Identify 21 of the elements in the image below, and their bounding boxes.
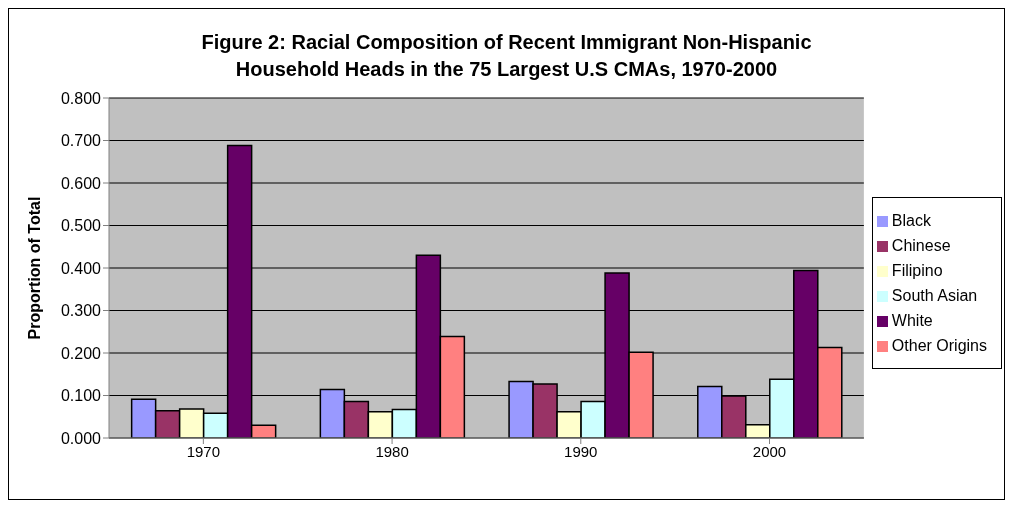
y-tick-label: 0.000 (60, 429, 102, 447)
y-axis-title: Proportion of Total (25, 196, 43, 340)
y-tick-label: 0.100 (60, 387, 102, 405)
x-tick-label: 1980 (375, 442, 409, 460)
legend-label: White (891, 312, 933, 329)
y-tick-label: 0.400 (60, 259, 102, 277)
x-tick-label: 2000 (752, 442, 787, 460)
y-tick-label: 0.200 (60, 344, 102, 362)
y-tick-label: 0.700 (60, 132, 102, 150)
legend-label: Chinese (891, 237, 951, 254)
y-tick-label: 0.600 (60, 174, 102, 192)
x-tick-label: 1990 (564, 442, 598, 460)
x-tick-label: 1970 (186, 442, 221, 460)
legend-label: Filipino (891, 262, 943, 279)
chart-title: Figure 2: Racial Composition of Recent Immigrant Non-Hispanic Household Heads in the 75 Largest U.S CMAs, 1970-2000 (200, 30, 813, 82)
legend-label: Black (891, 212, 931, 229)
y-tick-label: 0.300 (60, 302, 102, 320)
legend-label: South Asian (891, 287, 978, 304)
legend-label: Other Origins (891, 337, 987, 354)
y-tick-label: 0.800 (60, 89, 102, 107)
y-tick-label: 0.500 (60, 217, 102, 235)
